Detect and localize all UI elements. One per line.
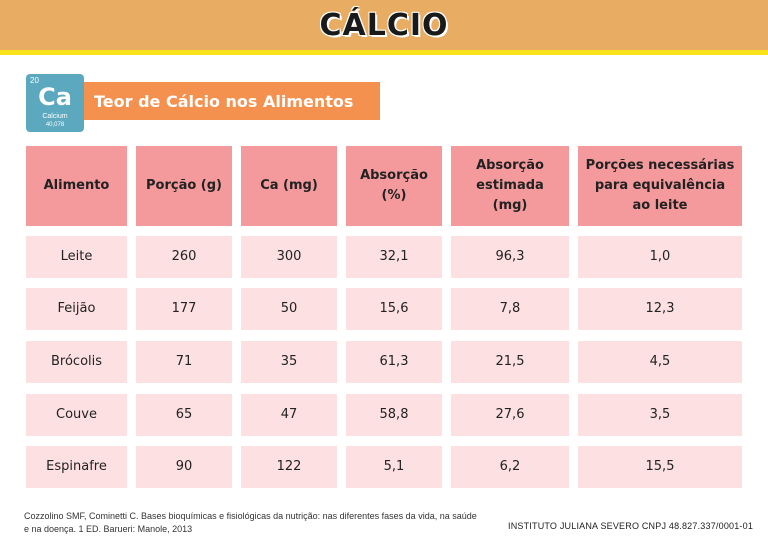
table-cell: 1,0 bbox=[578, 236, 742, 278]
column-header: Absorção estimada (mg) bbox=[451, 146, 569, 226]
column-header: Ca (mg) bbox=[241, 146, 337, 226]
atomic-mass: 40,078 bbox=[45, 122, 65, 128]
table-cell: 3,5 bbox=[578, 394, 742, 436]
column-header: Absorção (%) bbox=[346, 146, 442, 226]
table-cell: 90 bbox=[136, 446, 232, 488]
column-header: Porções necessárias para equivalência ao l… bbox=[578, 146, 742, 226]
food-name-cell: Couve bbox=[26, 394, 127, 436]
table-cell: 50 bbox=[241, 288, 337, 330]
table-cell: 15,5 bbox=[578, 446, 742, 488]
periodic-element-tile: 20 Ca Calcium 40,078 bbox=[26, 74, 84, 132]
source-citation: Cozzolino SMF, Cominetti C. Bases bioquí… bbox=[24, 511, 477, 534]
atomic-number: 20 bbox=[30, 76, 39, 85]
subtitle-box: Teor de Cálcio nos Alimentos bbox=[84, 82, 380, 120]
food-name-cell: Feijão bbox=[26, 288, 127, 330]
table-cell: 15,6 bbox=[346, 288, 442, 330]
food-name-cell: Espinafre bbox=[26, 446, 127, 488]
table-cell: 6,2 bbox=[451, 446, 569, 488]
table-cell: 12,3 bbox=[578, 288, 742, 330]
table-cell: 300 bbox=[241, 236, 337, 278]
table-cell: 7,8 bbox=[451, 288, 569, 330]
table-cell: 71 bbox=[136, 341, 232, 383]
food-name-cell: Leite bbox=[26, 236, 127, 278]
title-banner: CÁLCIO bbox=[0, 0, 768, 55]
table-cell: 4,5 bbox=[578, 341, 742, 383]
table-cell: 65 bbox=[136, 394, 232, 436]
table-cell: 21,5 bbox=[451, 341, 569, 383]
subtitle: Teor de Cálcio nos Alimentos bbox=[94, 91, 354, 111]
table-cell: 5,1 bbox=[346, 446, 442, 488]
table-cell: 35 bbox=[241, 341, 337, 383]
table-cell: 32,1 bbox=[346, 236, 442, 278]
element-symbol: Ca bbox=[38, 83, 72, 111]
table-cell: 177 bbox=[136, 288, 232, 330]
page-title: CÁLCIO bbox=[319, 7, 449, 43]
table-cell: 27,6 bbox=[451, 394, 569, 436]
institute-credit: INSTITUTO JULIANA SEVERO CNPJ 48.827.337… bbox=[508, 521, 754, 531]
table-cell: 47 bbox=[241, 394, 337, 436]
column-header: Porção (g) bbox=[136, 146, 232, 226]
table-cell: 58,8 bbox=[346, 394, 442, 436]
table-cell: 122 bbox=[241, 446, 337, 488]
table-cell: 96,3 bbox=[451, 236, 569, 278]
food-name-cell: Brócolis bbox=[26, 341, 127, 383]
table-cell: 260 bbox=[136, 236, 232, 278]
column-header: Alimento bbox=[26, 146, 127, 226]
table-cell: 61,3 bbox=[346, 341, 442, 383]
element-name: Calcium bbox=[42, 113, 68, 120]
